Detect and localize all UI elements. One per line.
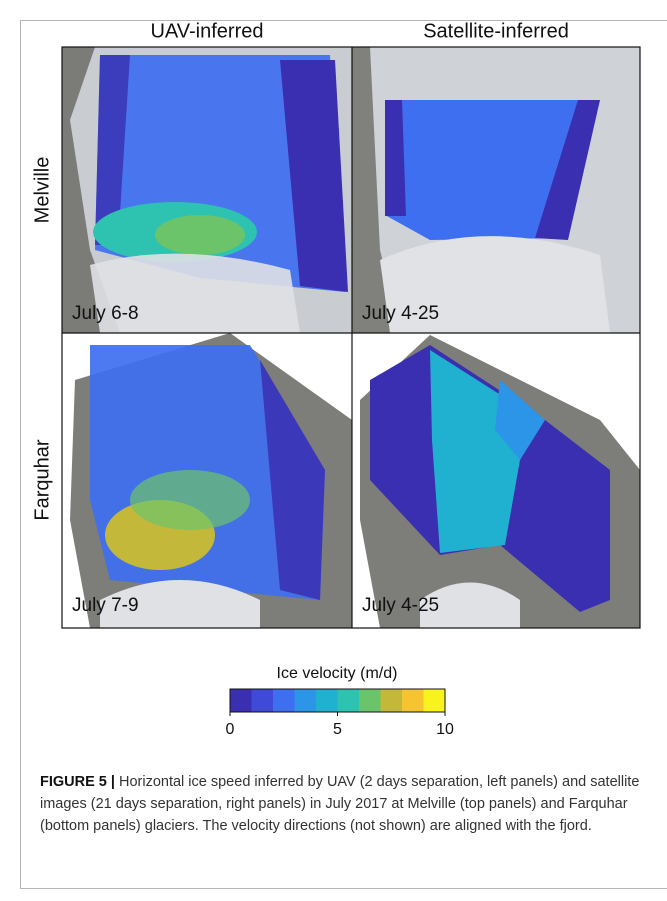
colorbar-swatch bbox=[338, 689, 360, 712]
colorbar-swatch bbox=[402, 689, 424, 712]
page: UAV-inferred Satellite-inferred Melville… bbox=[0, 0, 667, 901]
caption: FIGURE 5 | Horizontal ice speed inferred… bbox=[40, 771, 652, 837]
colorbar-tick-label: 5 bbox=[333, 721, 342, 738]
caption-label: FIGURE 5 | bbox=[40, 774, 115, 790]
colorbar-swatch bbox=[424, 689, 446, 712]
panel-image bbox=[62, 47, 352, 333]
colorbar-swatch bbox=[252, 689, 274, 712]
row-title: Melville bbox=[31, 157, 53, 224]
panel-label: July 7-9 bbox=[72, 595, 139, 616]
figure: UAV-inferred Satellite-inferred Melville… bbox=[0, 0, 667, 901]
colorbar-swatch bbox=[359, 689, 381, 712]
panel-label: July 6-8 bbox=[72, 303, 139, 324]
colorbar-label: Ice velocity (m/d) bbox=[277, 665, 398, 682]
colorbar-tick-label: 0 bbox=[226, 721, 235, 738]
colorbar-swatch bbox=[273, 689, 295, 712]
colorbar-swatch bbox=[295, 689, 317, 712]
colorbar-swatch bbox=[316, 689, 338, 712]
panel-image bbox=[352, 333, 640, 628]
panel-label: July 4-25 bbox=[362, 595, 439, 616]
column-title: Satellite-inferred bbox=[423, 20, 569, 42]
colorbar-swatch bbox=[230, 689, 252, 712]
caption-text: Horizontal ice speed inferred by UAV (2 … bbox=[40, 774, 639, 834]
panel-label: July 4-25 bbox=[362, 303, 439, 324]
row-title: Farquhar bbox=[31, 439, 53, 520]
panel-image bbox=[352, 47, 640, 333]
colorbar-swatch bbox=[381, 689, 403, 712]
panel-image bbox=[62, 333, 352, 628]
column-title: UAV-inferred bbox=[150, 20, 263, 42]
colorbar-tick-label: 10 bbox=[436, 721, 454, 738]
